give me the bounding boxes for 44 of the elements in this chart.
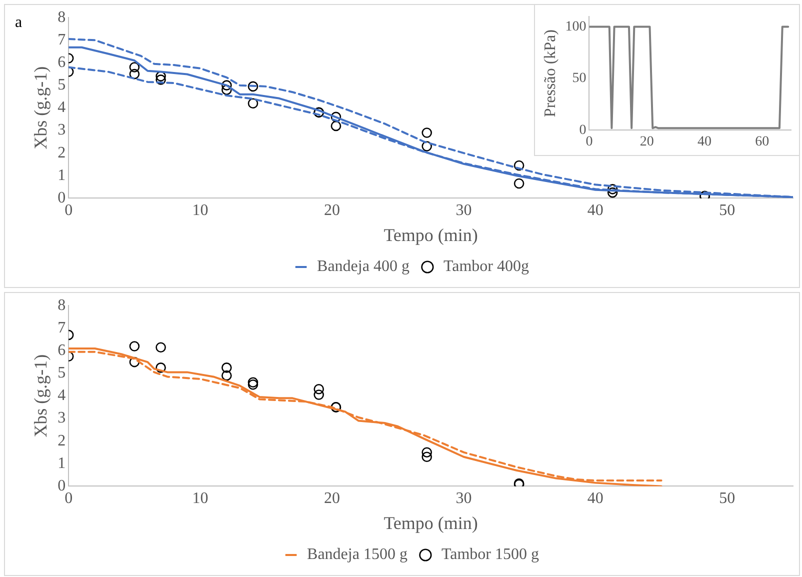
legend-label: Bandeja 1500 g [307, 546, 408, 564]
x-tick-label: 30 [456, 490, 472, 508]
y-tick-label: 1 [58, 454, 66, 472]
y-axis-title: Xbs (g.g-1) [30, 354, 51, 438]
x-tick-label: 20 [324, 490, 340, 508]
y-tick-label: 2 [58, 144, 66, 162]
y-tick-label: 50 [572, 71, 586, 86]
y-tick-label: 4 [58, 99, 66, 116]
x-tick-label: 10 [192, 202, 208, 220]
x-tick-label: 50 [719, 490, 736, 508]
y-tick-label: 5 [58, 364, 66, 382]
y-tick-label: 0 [579, 122, 586, 138]
x-tick-label: 40 [587, 202, 604, 220]
legend-label: Bandeja 400 g [317, 258, 410, 276]
y-tick-label: 0 [58, 189, 66, 206]
y-tick-label: 7 [58, 31, 66, 48]
y-tick-label: 100 [565, 19, 586, 34]
y-axis-title: Pressão (kPa) [542, 30, 559, 118]
y-tick-label: 8 [58, 296, 66, 314]
y-tick-label: 6 [58, 342, 66, 359]
x-tick-label: 40 [587, 490, 604, 508]
y-tick-label: 7 [58, 319, 66, 336]
y-tick-label: 0 [58, 477, 66, 494]
y-tick-label: 8 [58, 8, 66, 26]
x-tick-label: 20 [640, 134, 654, 150]
x-tick-label: 30 [456, 202, 472, 220]
y-tick-label: 3 [58, 122, 66, 139]
legend-label: Tambor 1500 g [441, 546, 539, 564]
x-tick-label: 10 [192, 490, 208, 508]
y-tick-label: 6 [58, 54, 66, 71]
x-tick-label: 20 [324, 202, 340, 220]
x-tick-label: 60 [755, 134, 770, 150]
y-tick-label: 1 [58, 166, 66, 184]
text: a [15, 14, 22, 32]
legend-label: Tambor 400g [443, 258, 529, 276]
y-tick-label: 3 [58, 410, 66, 427]
x-axis-title: Tempo (min) [384, 512, 478, 533]
y-tick-label: 2 [58, 432, 66, 450]
x-tick-label: 40 [698, 134, 712, 150]
x-axis-title: Tempo (min) [384, 224, 478, 245]
y-axis-title: Xbs (g.g-1) [30, 66, 51, 150]
y-tick-label: 5 [58, 76, 66, 94]
y-tick-label: 4 [58, 387, 66, 404]
x-tick-label: 50 [719, 202, 736, 220]
